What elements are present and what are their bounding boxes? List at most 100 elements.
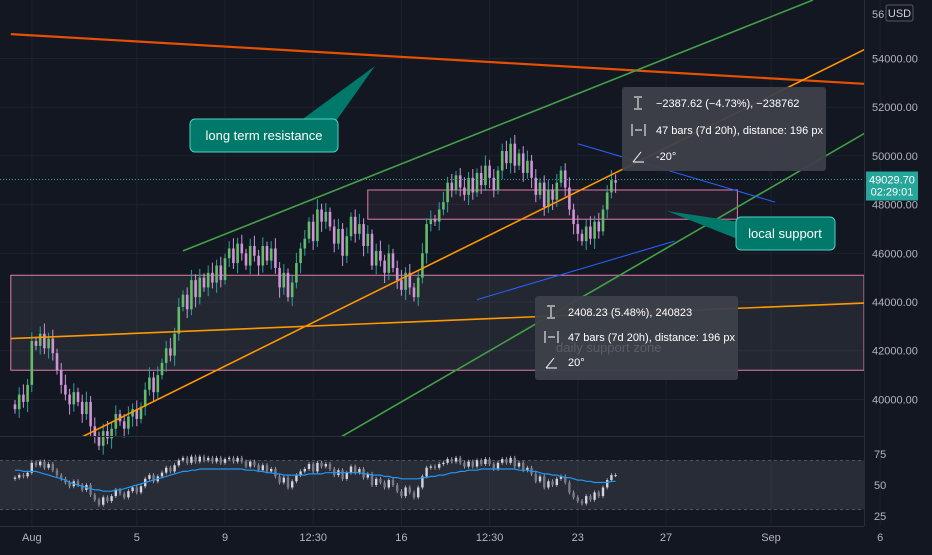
trendline-green-channel-lower[interactable] <box>183 127 876 529</box>
candle[interactable] <box>127 406 130 435</box>
candle[interactable] <box>72 383 76 412</box>
candle[interactable] <box>148 367 151 396</box>
candle[interactable] <box>164 341 168 372</box>
candle[interactable] <box>450 173 454 198</box>
candle[interactable] <box>551 184 554 210</box>
currency-badge[interactable]: USD <box>885 4 914 22</box>
candle[interactable] <box>446 176 449 213</box>
candle[interactable] <box>194 274 197 308</box>
price-axis[interactable]: 40000.00 42000.00 44000.00 46000.00 48000.00… <box>864 0 918 526</box>
candle[interactable] <box>379 240 382 267</box>
callout-long-term-resistance[interactable]: long term resistance <box>189 66 375 153</box>
candle[interactable] <box>55 348 59 375</box>
candle[interactable] <box>17 387 21 418</box>
candle[interactable] <box>26 379 29 413</box>
candle[interactable] <box>219 256 223 288</box>
candle[interactable] <box>542 175 546 216</box>
candle[interactable] <box>521 146 525 182</box>
candle[interactable] <box>227 241 231 267</box>
candle[interactable] <box>169 338 172 362</box>
candle[interactable] <box>122 414 126 438</box>
candle[interactable] <box>605 185 609 219</box>
candle[interactable] <box>13 399 17 414</box>
candle[interactable] <box>89 396 92 437</box>
candle[interactable] <box>173 327 176 366</box>
candle[interactable] <box>320 203 323 232</box>
candle[interactable] <box>421 243 424 284</box>
candle[interactable] <box>30 332 34 393</box>
candle[interactable] <box>500 143 504 180</box>
candle[interactable] <box>206 265 210 297</box>
candle[interactable] <box>307 217 311 244</box>
candle[interactable] <box>236 237 239 274</box>
candle[interactable] <box>232 238 235 269</box>
candle[interactable] <box>160 358 164 380</box>
candle[interactable] <box>496 166 500 195</box>
candle[interactable] <box>467 171 470 206</box>
candle[interactable] <box>337 218 340 250</box>
candle[interactable] <box>202 273 206 292</box>
candle[interactable] <box>362 218 365 257</box>
trendline-blue-measure-up[interactable] <box>476 240 675 301</box>
time-axis[interactable]: Aug 5 9 12:30 16 12:30 23 27 Sep 6 <box>0 526 883 545</box>
candle[interactable] <box>601 205 605 236</box>
candlestick-series[interactable] <box>13 134 617 455</box>
candle[interactable] <box>370 229 374 270</box>
candle[interactable] <box>244 248 248 270</box>
candle[interactable] <box>391 248 395 273</box>
candle[interactable] <box>43 323 46 355</box>
candle[interactable] <box>303 229 307 256</box>
candle[interactable] <box>454 170 458 195</box>
candle[interactable] <box>471 169 475 200</box>
candle[interactable] <box>534 169 538 203</box>
candle[interactable] <box>324 203 328 229</box>
candle[interactable] <box>383 254 386 284</box>
candle[interactable] <box>185 287 189 319</box>
candle[interactable] <box>257 249 260 276</box>
candle[interactable] <box>316 199 319 247</box>
candle[interactable] <box>345 227 349 264</box>
candle[interactable] <box>68 388 71 415</box>
candle[interactable] <box>211 262 214 289</box>
candle[interactable] <box>51 329 55 361</box>
candle[interactable] <box>156 366 160 400</box>
callout-local-support[interactable]: local support <box>667 211 836 251</box>
candle[interactable] <box>135 400 139 427</box>
candle[interactable] <box>563 163 567 197</box>
candle[interactable] <box>505 140 508 170</box>
candle[interactable] <box>437 202 441 231</box>
candle[interactable] <box>248 238 252 275</box>
candle[interactable] <box>110 422 113 449</box>
candle[interactable] <box>513 134 517 173</box>
candle[interactable] <box>400 269 403 296</box>
candle[interactable] <box>341 223 344 266</box>
candle[interactable] <box>76 387 80 407</box>
candle[interactable] <box>353 209 357 243</box>
candle[interactable] <box>425 218 428 264</box>
candle[interactable] <box>589 216 592 245</box>
candle[interactable] <box>152 371 155 403</box>
candle[interactable] <box>479 165 483 194</box>
candle[interactable] <box>429 210 433 232</box>
candle[interactable] <box>395 260 399 289</box>
candle[interactable] <box>215 259 218 293</box>
candle[interactable] <box>374 243 378 275</box>
candle[interactable] <box>332 219 336 253</box>
candle[interactable] <box>366 225 370 254</box>
candle[interactable] <box>572 203 575 235</box>
candle[interactable] <box>274 238 277 274</box>
candle[interactable] <box>295 252 298 289</box>
candle[interactable] <box>349 212 353 241</box>
candle[interactable] <box>97 431 101 451</box>
candle[interactable] <box>64 374 67 401</box>
candle[interactable] <box>80 394 84 423</box>
candle[interactable] <box>59 362 63 394</box>
candle[interactable] <box>261 237 265 273</box>
candle[interactable] <box>433 214 437 227</box>
candle[interactable] <box>458 168 462 197</box>
candle[interactable] <box>509 137 512 174</box>
candle[interactable] <box>290 275 294 306</box>
candle[interactable] <box>269 241 273 270</box>
candle[interactable] <box>85 391 88 420</box>
